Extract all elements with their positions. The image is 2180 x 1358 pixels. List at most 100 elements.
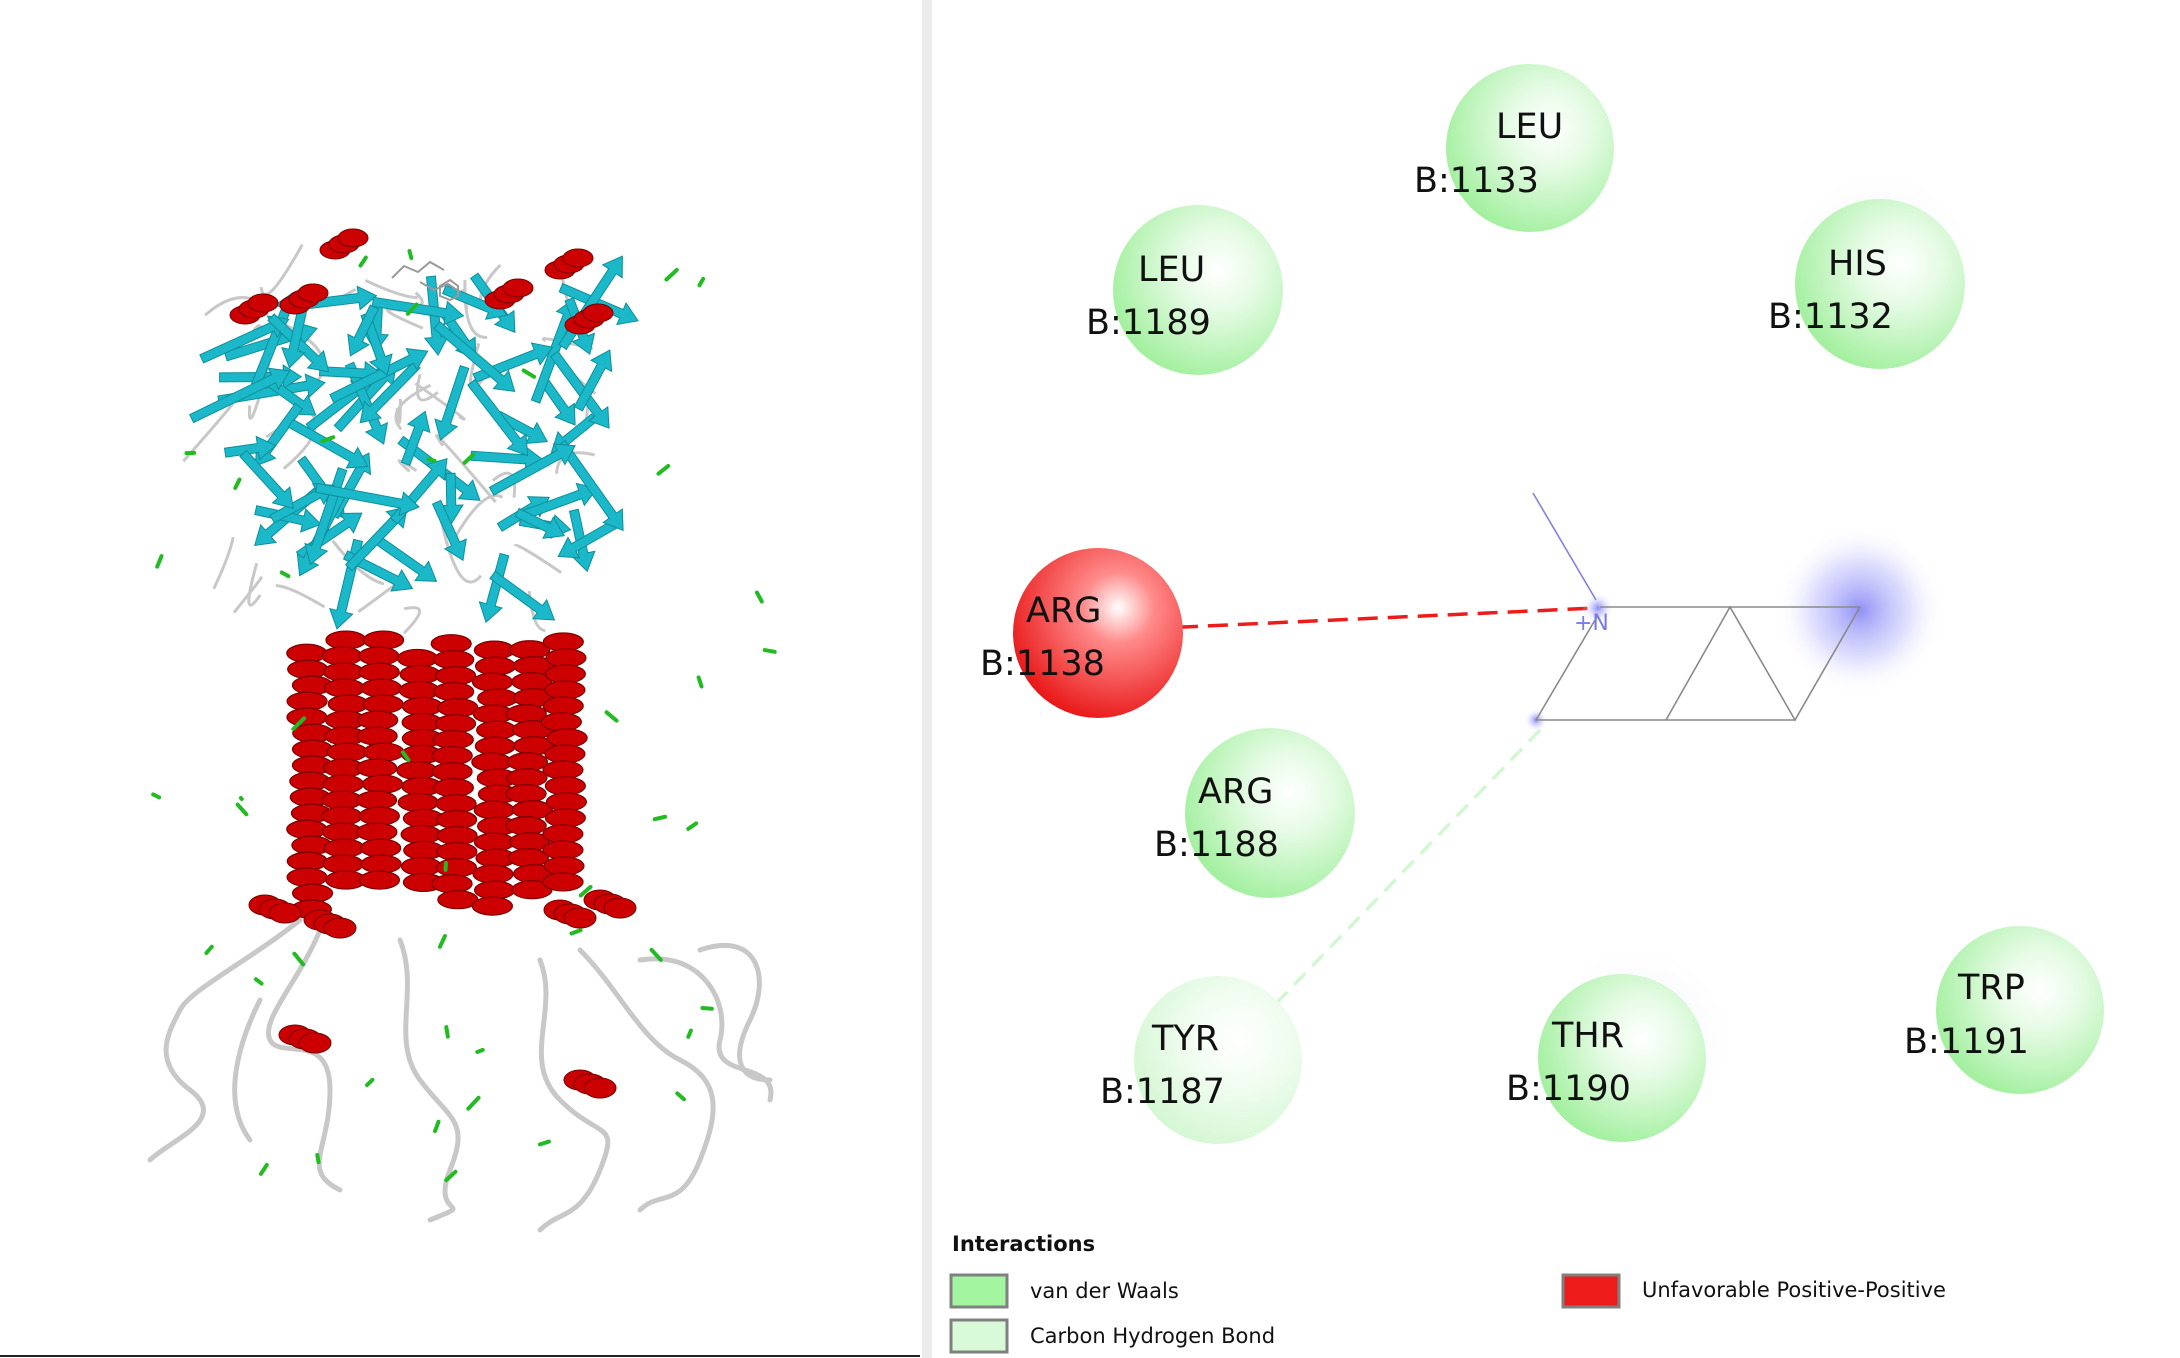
helix-turn (433, 682, 475, 702)
helix-turn (431, 746, 473, 766)
helix-turn (298, 1032, 332, 1054)
helix-turn (545, 792, 588, 812)
helix-turn (286, 707, 328, 727)
helix-turn (471, 672, 514, 692)
beta-strand-arrow (433, 320, 516, 392)
coil-loop (147, 917, 303, 1163)
helix-turn (286, 691, 328, 711)
turn-segment (649, 947, 663, 962)
helix-turn (432, 730, 474, 750)
beta-strand-arrow (223, 435, 277, 461)
turn-segment (358, 255, 368, 268)
coil-segment (513, 543, 562, 574)
helix-turn (400, 856, 443, 877)
helix-turn (356, 758, 398, 778)
turn-segment (258, 1162, 269, 1176)
residue-name: LEU (1138, 250, 1205, 290)
residue-leu-1133[interactable]: LEU B:1133 (1414, 64, 1614, 232)
helix-turn (544, 776, 586, 796)
beta-strand-arrow (470, 446, 545, 472)
helix-turn (506, 768, 548, 788)
turn-segment (652, 814, 668, 822)
legend-label: van der Waals (1030, 1279, 1179, 1303)
helix-turn (327, 694, 369, 714)
helix-turn (434, 714, 477, 734)
helix-turn (286, 867, 328, 887)
beta-strand-arrow (573, 349, 613, 412)
helix-turn (435, 858, 478, 878)
helix-turn (542, 632, 584, 652)
coil-segment (212, 536, 235, 590)
residue-id: B:1132 (1768, 297, 1893, 337)
helix-turn (546, 728, 588, 748)
helix-turn (321, 646, 363, 666)
helix-turn (323, 917, 357, 939)
residue-tyr-1187[interactable]: TYR B:1187 (1100, 976, 1302, 1144)
helix-turn (362, 774, 404, 794)
helix-turn (507, 848, 549, 868)
helix-turn (358, 646, 400, 666)
helix-turn (287, 659, 329, 679)
coil-segment (414, 382, 466, 421)
residue-his-1132[interactable]: HIS B:1132 (1768, 199, 1965, 369)
residue-trp-1191[interactable]: TRP B:1191 (1904, 926, 2104, 1094)
beta-strand-arrow (254, 505, 322, 533)
turn-segment (233, 477, 242, 490)
residue-arg-1188[interactable]: ARG B:1188 (1154, 728, 1355, 898)
helix-turn (397, 792, 439, 813)
beta-strand-arrow (400, 410, 431, 466)
turn-segment (433, 1119, 441, 1134)
helix-turn (399, 664, 441, 685)
turn-segment (656, 463, 671, 476)
helix-turn (474, 656, 517, 676)
residue-leu-1189[interactable]: LEU B:1189 (1086, 205, 1283, 375)
legend-label: Unfavorable Positive-Positive (1642, 1278, 1946, 1302)
residue-disc (1113, 205, 1283, 375)
helix-turn (436, 810, 478, 830)
coil-loop (266, 927, 343, 1193)
legend-swatch (949, 1273, 1009, 1309)
turn-segment (365, 1077, 375, 1088)
turn-segment (407, 249, 414, 260)
helix-turn (544, 664, 586, 684)
helix-turn (358, 870, 401, 890)
turn-segment (762, 648, 777, 654)
beta-strand-arrow (549, 350, 610, 429)
coil-loop (697, 942, 773, 1083)
helix-turn (432, 778, 474, 798)
legend-label: Carbon Hydrogen Bond (1030, 1324, 1275, 1348)
coil-segment (275, 584, 326, 609)
ligand-nitrogen-label: +N (1574, 611, 1609, 636)
turn-segment (400, 750, 411, 763)
helix-turn (471, 752, 513, 772)
helix-turn (323, 678, 366, 698)
helix-turn (473, 832, 515, 852)
helix-turn (437, 698, 479, 718)
helix-turn (505, 784, 547, 804)
helix-turn (396, 648, 439, 669)
beta-strand-arrow (557, 518, 621, 559)
residue-id: B:1191 (1904, 1022, 2029, 1062)
residue-disc (1185, 728, 1355, 898)
helix-turn (323, 838, 365, 858)
panel-divider[interactable] (922, 0, 932, 1358)
coil-segment (397, 459, 418, 473)
helix-turn (583, 1077, 617, 1099)
residue-thr-1190[interactable]: THR B:1190 (1506, 974, 1706, 1142)
helix-turn (356, 822, 398, 842)
turn-segment (444, 1169, 458, 1183)
residue-arg-1138[interactable]: ARG B:1138 (980, 548, 1183, 718)
helix-turn (396, 760, 438, 781)
helix-turn (542, 840, 584, 860)
residue-disc (1538, 974, 1706, 1142)
turn-segment (405, 302, 419, 316)
beta-strand-arrow (467, 378, 529, 457)
helix-turn (337, 228, 369, 248)
helix-turn (542, 696, 584, 716)
turn-segment (151, 792, 162, 800)
turn-segment (686, 1028, 693, 1039)
helix-turn (268, 902, 302, 924)
helix-turn (247, 293, 279, 313)
turn-segment (253, 977, 264, 986)
